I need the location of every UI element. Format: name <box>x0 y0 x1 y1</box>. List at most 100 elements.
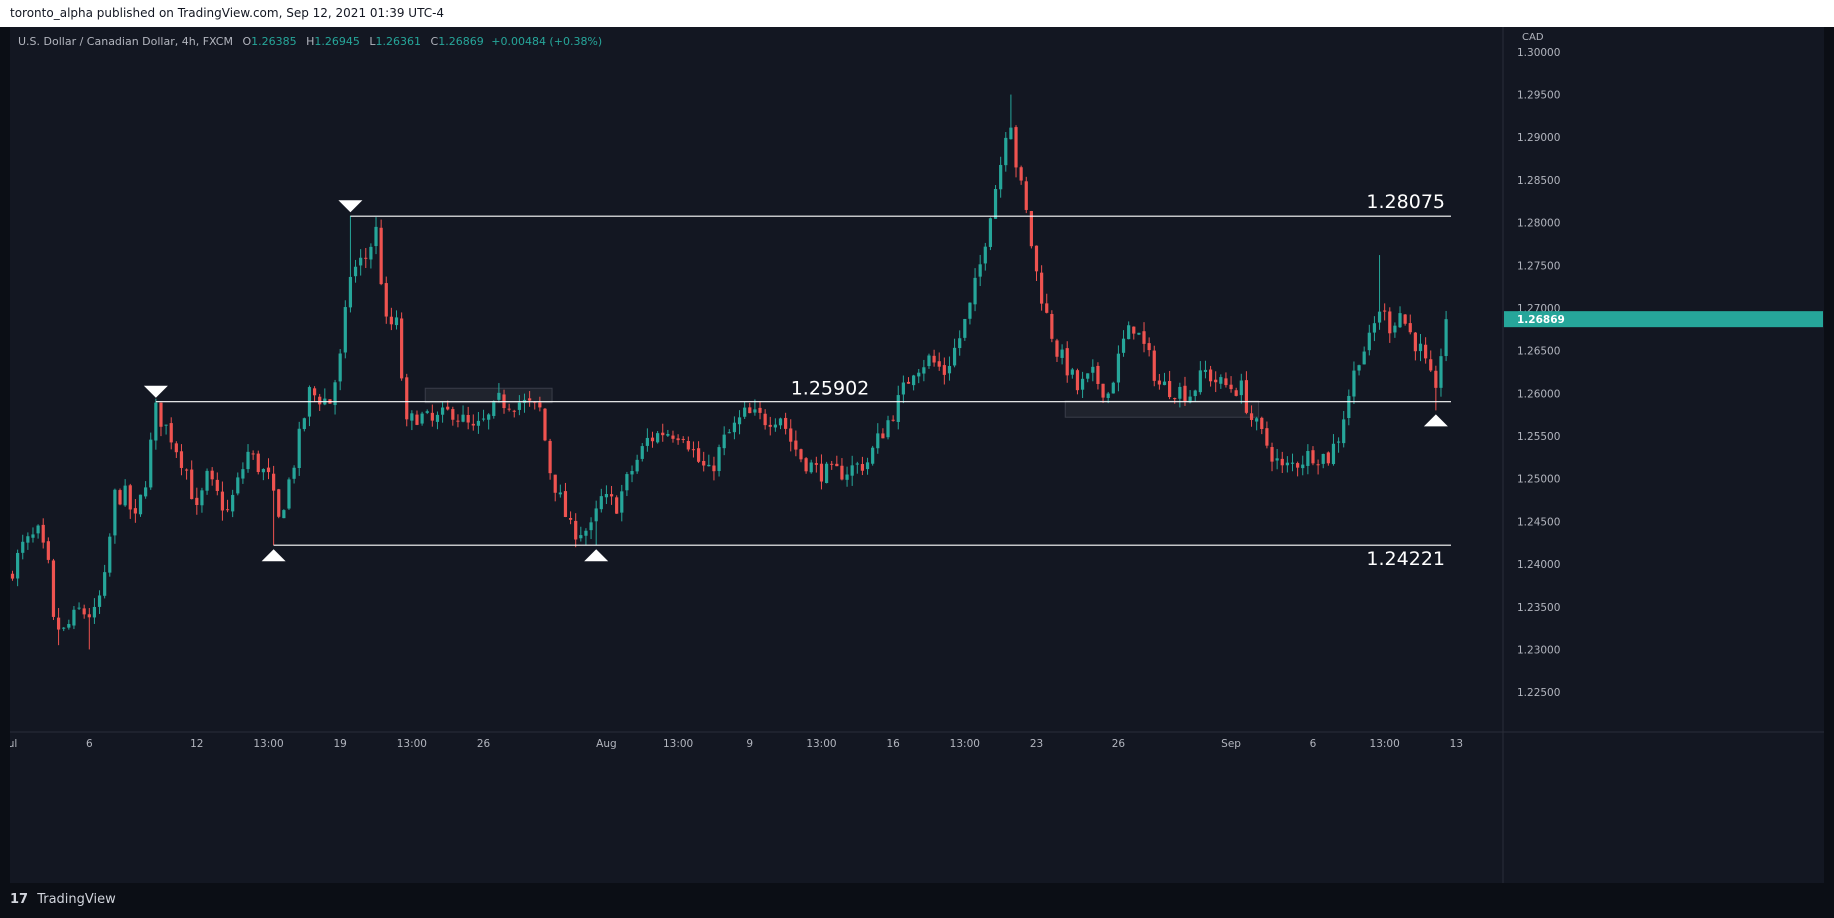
candle-body-down[interactable] <box>1096 365 1100 384</box>
candle-body-down[interactable] <box>1408 323 1412 333</box>
candle-body-down[interactable] <box>763 413 767 426</box>
candle-body-up[interactable] <box>338 353 342 382</box>
candle-body-up[interactable] <box>410 413 414 421</box>
candle-body-up[interactable] <box>343 307 347 353</box>
candle-body-up[interactable] <box>707 464 711 467</box>
candle-body-up[interactable] <box>1398 313 1402 328</box>
candle-body-down[interactable] <box>220 491 225 511</box>
candle-body-down[interactable] <box>1388 311 1392 334</box>
candle-body-down[interactable] <box>1260 417 1264 430</box>
candle-body-down[interactable] <box>1014 127 1018 168</box>
candle-body-up[interactable] <box>1137 332 1141 335</box>
candle-body-up[interactable] <box>993 189 998 219</box>
price-axis-panel[interactable] <box>1503 27 1824 883</box>
candle-body-up[interactable] <box>1116 353 1121 383</box>
candle-body-up[interactable] <box>983 246 987 264</box>
candle-body-up[interactable] <box>809 462 813 473</box>
candle-body-up[interactable] <box>425 411 429 413</box>
candle-body-up[interactable] <box>302 418 306 430</box>
candle-body-down[interactable] <box>932 355 936 363</box>
candle-body-up[interactable] <box>353 266 358 277</box>
pivot-high-marker-icon[interactable] <box>143 385 168 398</box>
candle-body-up[interactable] <box>1111 382 1115 394</box>
candle-body-down[interactable] <box>190 469 194 500</box>
candle-body-down[interactable] <box>691 449 696 451</box>
candle-body-down[interactable] <box>1101 383 1105 398</box>
candle-body-down[interactable] <box>169 423 173 443</box>
candle-body-up[interactable] <box>927 355 931 367</box>
pivot-low-marker-icon[interactable] <box>261 549 286 562</box>
candle-body-down[interactable] <box>384 283 388 317</box>
candle-body-up[interactable] <box>394 317 399 326</box>
candle-body-up[interactable] <box>481 418 486 420</box>
candle-body-down[interactable] <box>799 449 803 460</box>
candle-body-down[interactable] <box>133 508 137 514</box>
pivot-low-marker-icon[interactable] <box>584 549 609 562</box>
candle-body-up[interactable] <box>517 402 521 410</box>
candle-body-down[interactable] <box>1424 344 1428 359</box>
candle-body-down[interactable] <box>184 469 189 471</box>
chart-panel[interactable]: CAD 1.30000 1.29500 1.29000 1.28500 1.28000 1.… <box>10 27 1824 883</box>
candle-body-up[interactable] <box>113 489 117 536</box>
candle-body-down[interactable] <box>10 573 15 579</box>
candle-body-down[interactable] <box>405 377 409 420</box>
consolidation-zone[interactable] <box>1064 400 1260 418</box>
candle-body-up[interactable] <box>1336 441 1341 443</box>
candle-body-up[interactable] <box>461 414 465 422</box>
candle-body-down[interactable] <box>400 318 404 379</box>
candle-body-down[interactable] <box>1311 450 1315 464</box>
candle-body-down[interactable] <box>712 465 716 472</box>
candle-body-up[interactable] <box>420 413 424 424</box>
candle-body-up[interactable] <box>963 318 967 338</box>
candle-body-up[interactable] <box>282 510 286 519</box>
candle-body-down[interactable] <box>1055 340 1059 357</box>
candle-body-up[interactable] <box>1193 390 1197 397</box>
candle-body-down[interactable] <box>538 402 542 408</box>
candle-body-up[interactable] <box>492 401 496 416</box>
candle-body-down[interactable] <box>891 419 895 421</box>
candle-body-up[interactable] <box>1004 137 1008 166</box>
candle-body-down[interactable] <box>1229 384 1233 390</box>
candle-body-up[interactable] <box>92 606 97 618</box>
candle-body-down[interactable] <box>942 365 946 375</box>
candle-body-down[interactable] <box>748 407 752 414</box>
candle-body-up[interactable] <box>200 490 204 506</box>
candle-body-down[interactable] <box>563 491 568 517</box>
candle-body-up[interactable] <box>246 451 250 470</box>
candle-body-down[interactable] <box>1024 181 1028 210</box>
candle-body-down[interactable] <box>446 406 450 410</box>
candle-body-down[interactable] <box>272 473 276 491</box>
candle-body-down[interactable] <box>1224 378 1228 386</box>
candle-body-down[interactable] <box>819 463 824 482</box>
candle-body-up[interactable] <box>487 414 491 420</box>
candle-body-up[interactable] <box>922 367 926 374</box>
candle-body-up[interactable] <box>876 433 880 449</box>
candle-body-down[interactable] <box>507 408 511 410</box>
candle-body-down[interactable] <box>512 410 516 412</box>
candle-body-down[interactable] <box>87 614 91 618</box>
candle-body-up[interactable] <box>97 595 102 607</box>
candle-body-down[interactable] <box>702 460 706 466</box>
candle-body-up[interactable] <box>297 428 301 468</box>
candle-body-up[interactable] <box>261 469 265 473</box>
candle-body-up[interactable] <box>1393 325 1397 333</box>
candle-body-down[interactable] <box>1280 458 1284 466</box>
candle-body-down[interactable] <box>251 453 255 455</box>
candle-body-up[interactable] <box>1342 419 1346 444</box>
candle-body-up[interactable] <box>1162 381 1167 386</box>
candle-body-up[interactable] <box>850 465 854 476</box>
candle-body-up[interactable] <box>154 402 158 441</box>
candle-body-up[interactable] <box>1357 365 1361 371</box>
candle-body-up[interactable] <box>72 609 76 626</box>
pivot-high-marker-icon[interactable] <box>338 200 363 213</box>
candle-body-down[interactable] <box>1326 452 1330 464</box>
candle-body-up[interactable] <box>241 469 245 479</box>
candle-body-down[interactable] <box>1208 369 1213 382</box>
candle-body-down[interactable] <box>174 443 178 453</box>
candle-body-down[interactable] <box>860 464 865 471</box>
candle-body-up[interactable] <box>348 276 353 308</box>
candle-body-up[interactable] <box>1080 378 1085 390</box>
candle-body-down[interactable] <box>225 509 230 511</box>
candle-body-up[interactable] <box>727 432 731 434</box>
candle-body-down[interactable] <box>615 497 619 514</box>
